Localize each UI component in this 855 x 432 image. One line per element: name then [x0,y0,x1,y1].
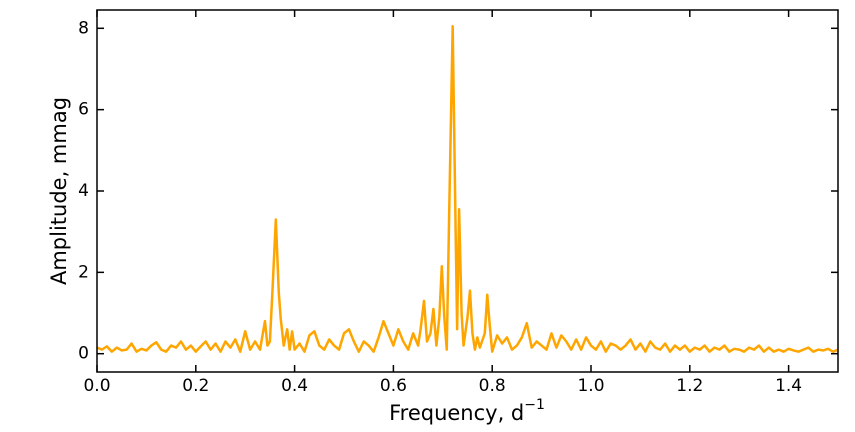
y-axis-label: Amplitude, mmag [47,97,71,285]
x-tick-label: 0.0 [83,376,110,396]
x-tick-label: 1.0 [577,376,604,396]
x-axis-label: Frequency, d−1 [389,397,545,425]
y-tick-label: 0 [78,344,89,364]
x-tick-label: 0.8 [479,376,506,396]
data-line [96,25,839,353]
x-tick-label: 0.2 [182,376,209,396]
y-tick-label: 6 [78,100,89,120]
y-tick-label: 8 [78,18,89,38]
x-axis-label-superscript: −1 [524,397,545,413]
x-tick-label: 0.4 [281,376,308,396]
x-tick-label: 1.2 [676,376,703,396]
y-tick-label: 4 [78,181,89,201]
y-tick-label: 2 [78,262,89,282]
x-tick-label: 1.4 [775,376,802,396]
x-tick-label: 0.6 [380,376,407,396]
x-axis-label-text: Frequency, d [389,401,524,425]
